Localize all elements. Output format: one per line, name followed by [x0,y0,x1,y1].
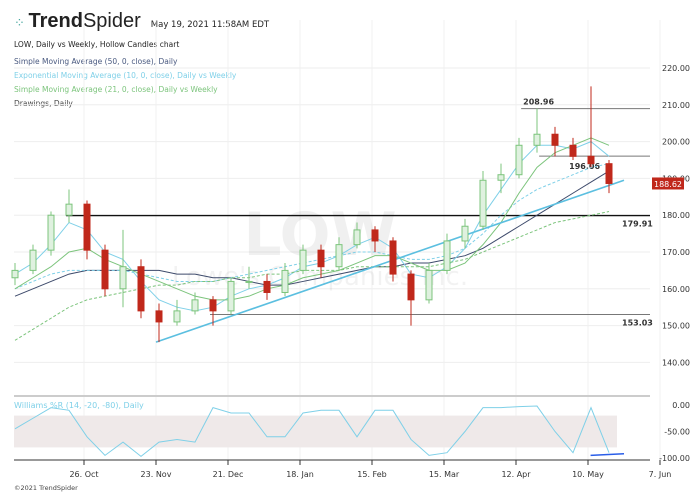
candle [209,299,217,312]
candle [101,249,109,290]
candle [443,240,451,271]
candle [227,280,235,312]
y-tick-label: 150.00 [662,322,690,331]
williams-trendline [590,453,625,457]
candle [29,249,37,271]
y-tick-label: 140.00 [662,358,690,367]
x-tick-label: 26. Oct [69,470,98,479]
candle [11,269,19,279]
candle [137,266,145,312]
moving-average-line [14,137,610,301]
candle [479,179,487,227]
x-tick-label: 15. Mar [429,470,460,479]
x-tick-label: 23. Nov [141,470,172,479]
legend-williams[interactable]: Williams %R (14, -20, -80), Daily [14,401,144,410]
header: ⁘ TrendSpider May 19, 2021 11:58AM EDT [14,10,269,33]
level-label: 196.06 [569,162,600,171]
x-tick-label: 7. Jun [649,470,672,479]
copyright: ©2021 TrendSpider [14,484,78,492]
candle [335,244,343,268]
timestamp: May 19, 2021 11:58AM EDT [150,20,270,30]
y-tick-label: 170.00 [662,248,690,257]
candle [281,269,289,293]
candle [569,144,577,157]
candle [353,229,361,246]
trendspider-logo: ⁘ TrendSpider [14,10,141,32]
legend-sma21[interactable]: Simple Moving Average (21, 0, close), Da… [14,85,218,94]
y-tick-label: 180.00 [662,211,690,220]
last-price-tag [652,177,684,190]
candle [317,249,325,268]
candle [245,280,253,283]
level-label: 208.96 [523,98,554,107]
candle [551,133,559,146]
level-label: 179.91 [622,220,653,229]
x-tick-label: 12. Apr [501,470,531,479]
chart-title: LOW, Daily vs Weekly, Hollow Candles cha… [14,40,180,49]
candle [515,144,523,176]
indicator-tick-label: -100.00 [659,454,690,463]
legend-ema10[interactable]: Exponential Moving Average (10, 0, close… [14,71,237,80]
candle [65,203,73,216]
candle [497,174,505,181]
spider-dots-icon: ⁘ [14,15,29,30]
candle [83,203,91,251]
legend-drawings[interactable]: Drawings, Daily [14,99,73,108]
candle [299,249,307,271]
williams-band [14,415,617,448]
williams-line [14,405,610,458]
y-tick-label: 210.00 [662,101,690,110]
legend-sma50[interactable]: Simple Moving Average (50, 0, close), Da… [14,57,178,66]
candle [533,133,541,146]
candle [389,240,397,275]
candle [461,225,469,242]
indicator-tick-label: -50.00 [664,428,690,437]
y-tick-label: 160.00 [662,285,690,294]
candle [425,269,433,301]
last-price-label: 188.62 [654,180,682,189]
candle [407,273,415,301]
indicator-tick-label: 0.00 [672,401,690,410]
moving-average-line [14,141,610,312]
candle [155,310,163,323]
candle [173,310,181,323]
x-tick-label: 18. Jan [286,470,314,479]
candle [587,155,595,165]
moving-average-line [14,211,610,341]
candle [191,299,199,312]
candle [371,229,379,242]
y-tick-label: 220.00 [662,64,690,73]
candle [605,163,613,184]
level-label: 153.03 [622,318,653,327]
x-tick-label: 21. Dec [213,470,244,479]
candle [119,266,127,290]
y-tick-label: 200.00 [662,138,690,147]
candle [47,214,55,251]
candle [263,280,271,293]
x-tick-label: 10. May [572,470,604,479]
x-tick-label: 15. Feb [357,470,386,479]
